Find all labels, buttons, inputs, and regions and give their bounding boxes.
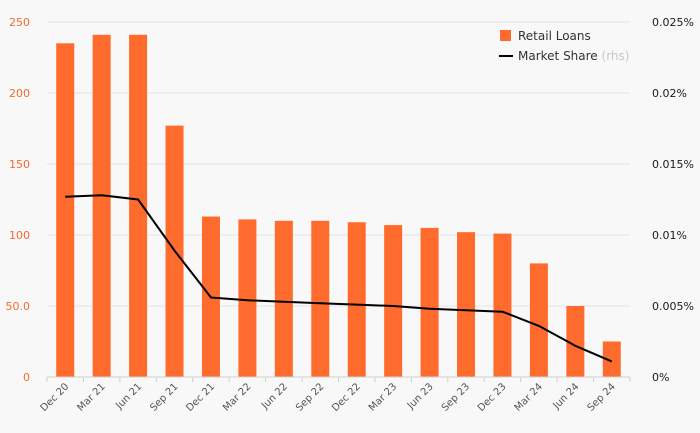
bar — [493, 233, 512, 377]
legend-label-suffix: (rhs) — [598, 49, 630, 63]
x-tick-label: Jun 22 — [259, 381, 290, 412]
x-tick-label: Jun 23 — [405, 381, 436, 412]
y-right-tick-label: 0% — [652, 371, 669, 384]
line-series — [65, 194, 613, 363]
bar — [311, 220, 330, 377]
y-right-tick-label: 0.02% — [652, 87, 687, 100]
bar — [384, 225, 403, 377]
bar — [56, 43, 75, 378]
legend-label: Market Share (rhs) — [518, 49, 629, 63]
x-tick-label: Dec 23 — [476, 381, 509, 414]
legend: Retail Loans Market Share (rhs) — [499, 29, 629, 63]
y-left-tick-label: 50.0 — [6, 300, 31, 313]
x-tick-label: Dec 21 — [184, 381, 217, 414]
bar — [566, 306, 585, 377]
y-left-tick-label: 0 — [23, 371, 30, 384]
x-tick-label: Sep 23 — [440, 381, 472, 413]
x-tick-label: Dec 22 — [330, 381, 363, 414]
bar — [457, 232, 476, 377]
x-tick-label: Mar 23 — [367, 381, 399, 413]
x-tick-label: Dec 20 — [39, 381, 72, 414]
x-tick-label: Sep 22 — [294, 381, 326, 413]
y-right-tick-label: 0.01% — [652, 229, 687, 242]
x-tick-label: Jun 21 — [113, 381, 144, 412]
bar — [129, 34, 148, 377]
y-left-tick-label: 100 — [9, 229, 30, 242]
bar — [347, 222, 366, 377]
bar — [92, 34, 111, 377]
legend-swatch-retail-loans — [500, 30, 511, 41]
bar — [529, 263, 548, 377]
y-right-tick-label: 0.005% — [652, 300, 694, 313]
y-right-tick-label: 0.025% — [652, 16, 694, 29]
x-tick-label: Mar 22 — [221, 381, 253, 413]
bar — [602, 341, 621, 377]
y-left-tick-label: 250 — [9, 16, 30, 29]
x-tick-label: Jun 24 — [551, 381, 582, 412]
market-share-line — [65, 194, 613, 363]
x-tick-label: Sep 21 — [148, 381, 180, 413]
bar — [238, 219, 257, 377]
x-tick-label: Sep 24 — [586, 381, 618, 413]
y-right-tick-label: 0.015% — [652, 158, 694, 171]
bar — [420, 227, 439, 377]
x-tick-label: Mar 24 — [513, 381, 545, 413]
legend-label: Retail Loans — [518, 29, 591, 43]
bar — [274, 220, 293, 377]
x-tick-label: Mar 21 — [75, 381, 107, 413]
y-left-tick-label: 150 — [9, 158, 30, 171]
y-left-tick-label: 200 — [9, 87, 30, 100]
